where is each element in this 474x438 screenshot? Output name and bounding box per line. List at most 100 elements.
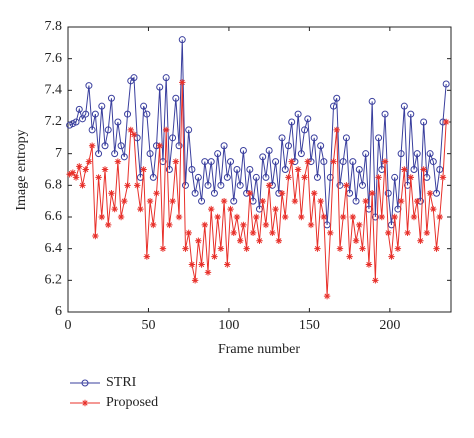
data-point: [124, 182, 131, 189]
data-point: [278, 134, 286, 142]
data-point: [114, 118, 122, 126]
x-tick-label: 150: [299, 318, 320, 333]
data-point: [105, 221, 112, 229]
data-point: [172, 158, 180, 165]
data-point: [310, 134, 318, 142]
data-point: [253, 213, 260, 221]
data-point: [314, 245, 321, 252]
data-point: [175, 142, 183, 150]
data-point: [429, 158, 437, 166]
data-point: [333, 94, 341, 102]
data-point: [384, 189, 392, 197]
data-point: [92, 232, 99, 240]
data-point: [191, 189, 199, 197]
data-point: [82, 166, 89, 173]
data-point: [207, 158, 215, 166]
data-point: [143, 253, 151, 260]
data-point: [414, 197, 421, 205]
data-point: [198, 261, 205, 268]
data-point: [236, 237, 244, 244]
data-point: [252, 173, 260, 181]
data-point: [339, 213, 347, 221]
x-tick-label: 0: [65, 318, 72, 333]
data-point: [339, 158, 347, 166]
data-point: [333, 126, 340, 134]
data-point: [281, 166, 289, 173]
data-point: [259, 153, 267, 161]
data-point: [336, 245, 344, 252]
data-point: [208, 205, 215, 213]
data-point: [413, 150, 421, 158]
data-point: [352, 197, 360, 205]
data-point: [436, 213, 443, 221]
data-point: [298, 213, 305, 221]
data-point: [288, 118, 296, 126]
legend-label: STRI: [106, 375, 137, 390]
y-tick-label: 7.2: [45, 114, 63, 129]
data-point: [282, 213, 289, 221]
data-point: [378, 213, 386, 221]
data-point: [320, 213, 328, 221]
data-point: [426, 150, 434, 158]
data-point: [317, 197, 324, 205]
data-point: [330, 158, 337, 165]
y-tick-label: 7.6: [45, 51, 63, 66]
legend-marker: [81, 379, 89, 387]
data-point: [72, 174, 80, 181]
data-point: [407, 110, 415, 118]
data-point: [436, 166, 444, 173]
data-point: [407, 174, 414, 181]
data-point: [201, 221, 208, 229]
data-point: [442, 118, 450, 126]
data-point: [442, 80, 450, 88]
data-point: [375, 174, 382, 181]
data-point: [146, 150, 154, 158]
data-point: [288, 158, 295, 165]
y-tick-label: 7.8: [45, 19, 63, 34]
data-point: [420, 118, 428, 126]
data-point: [240, 221, 247, 229]
data-point: [262, 173, 270, 181]
data-point: [162, 126, 170, 134]
data-point: [76, 163, 83, 170]
data-point: [375, 134, 383, 142]
data-point: [172, 94, 180, 102]
data-point: [101, 166, 109, 173]
x-tick-label: 100: [218, 318, 239, 333]
data-point: [401, 166, 408, 173]
data-point: [313, 173, 321, 181]
data-point: [78, 115, 86, 123]
data-point: [88, 126, 96, 134]
data-point: [140, 166, 147, 173]
y-tick-label: 6.4: [45, 241, 63, 256]
data-point: [214, 213, 221, 221]
data-point: [230, 197, 238, 205]
data-point: [188, 166, 196, 173]
data-point: [153, 190, 160, 197]
data-point: [88, 142, 96, 149]
data-point: [346, 253, 353, 260]
data-point: [178, 36, 186, 44]
data-point: [150, 221, 157, 229]
data-point: [372, 277, 379, 284]
data-point: [204, 269, 212, 276]
x-axis-label: Frame number: [218, 342, 300, 357]
data-point: [156, 142, 163, 149]
data-point: [355, 166, 363, 173]
data-point: [404, 229, 411, 237]
data-point: [356, 221, 363, 229]
data-point: [165, 166, 173, 173]
data-point: [259, 197, 266, 205]
y-tick-label: 6.8: [45, 178, 63, 193]
data-point: [352, 237, 360, 244]
data-point: [85, 82, 93, 90]
data-point: [410, 213, 418, 221]
y-tick-label: 6: [55, 304, 62, 319]
data-point: [111, 150, 119, 158]
data-point: [265, 182, 273, 189]
y-tick-label: 7.4: [45, 83, 63, 98]
y-tick-label: 6.6: [45, 209, 63, 224]
data-point: [169, 197, 176, 205]
data-point: [117, 142, 125, 150]
data-point: [95, 150, 103, 158]
